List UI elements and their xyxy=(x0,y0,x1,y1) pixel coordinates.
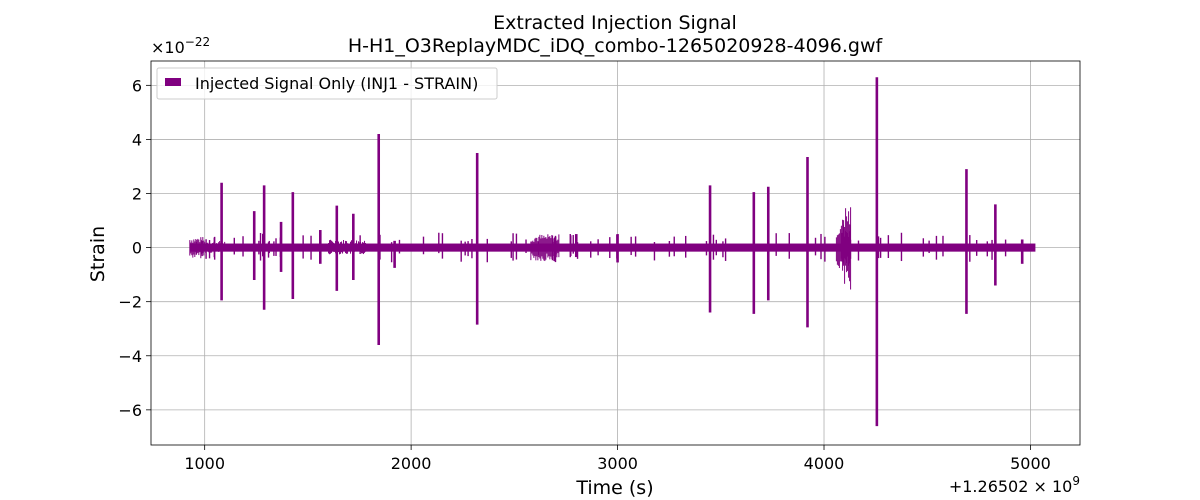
plot-background xyxy=(151,61,1080,445)
y-scale-indicator: ×10−22 xyxy=(151,35,210,57)
x-tick-label: 3000 xyxy=(597,454,638,473)
plot-area: 1000 2000 3000 4000 5000 −6 −4 −2 0 2 4 6 xyxy=(118,60,1081,473)
legend-entry-label: Injected Signal Only (INJ1 - STRAIN) xyxy=(195,74,478,93)
x-offset-exponent: 9 xyxy=(1072,474,1080,488)
legend-swatch xyxy=(165,78,181,86)
y-axis-ticks: −6 −4 −2 0 2 4 6 xyxy=(118,76,151,420)
plot-frame xyxy=(150,60,1081,446)
x-offset-text: +1.26502 × 109 xyxy=(949,474,1080,496)
x-tick-label: 5000 xyxy=(1010,454,1051,473)
y-tick-label: 0 xyxy=(132,239,142,258)
y-tick-label: −6 xyxy=(118,401,142,420)
chart-subtitle: H-H1_O3ReplayMDC_iDQ_combo-1265020928-40… xyxy=(348,35,884,57)
legend: Injected Signal Only (INJ1 - STRAIN) xyxy=(156,67,498,100)
x-tick-label: 1000 xyxy=(184,454,225,473)
y-scale-exponent: −22 xyxy=(185,35,210,49)
y-scale-text: ×10−22 xyxy=(151,35,210,57)
y-tick-label: −2 xyxy=(118,293,142,312)
y-tick-label: 4 xyxy=(132,130,142,149)
y-axis-label: Strain xyxy=(87,226,109,282)
y-tick-label: 6 xyxy=(132,76,142,95)
x-tick-label: 2000 xyxy=(391,454,432,473)
chart-title: Extracted Injection Signal xyxy=(493,12,737,34)
x-offset-indicator: +1.26502 × 109 xyxy=(949,474,1080,496)
x-axis-ticks: 1000 2000 3000 4000 5000 xyxy=(184,445,1051,473)
signal-baseline-band xyxy=(189,243,1036,252)
y-tick-label: −4 xyxy=(118,347,142,366)
y-tick-label: 2 xyxy=(132,185,142,204)
x-axis-label: Time (s) xyxy=(575,477,653,499)
legend-frame xyxy=(156,67,498,100)
signal-series xyxy=(189,77,1036,427)
x-tick-label: 4000 xyxy=(804,454,845,473)
